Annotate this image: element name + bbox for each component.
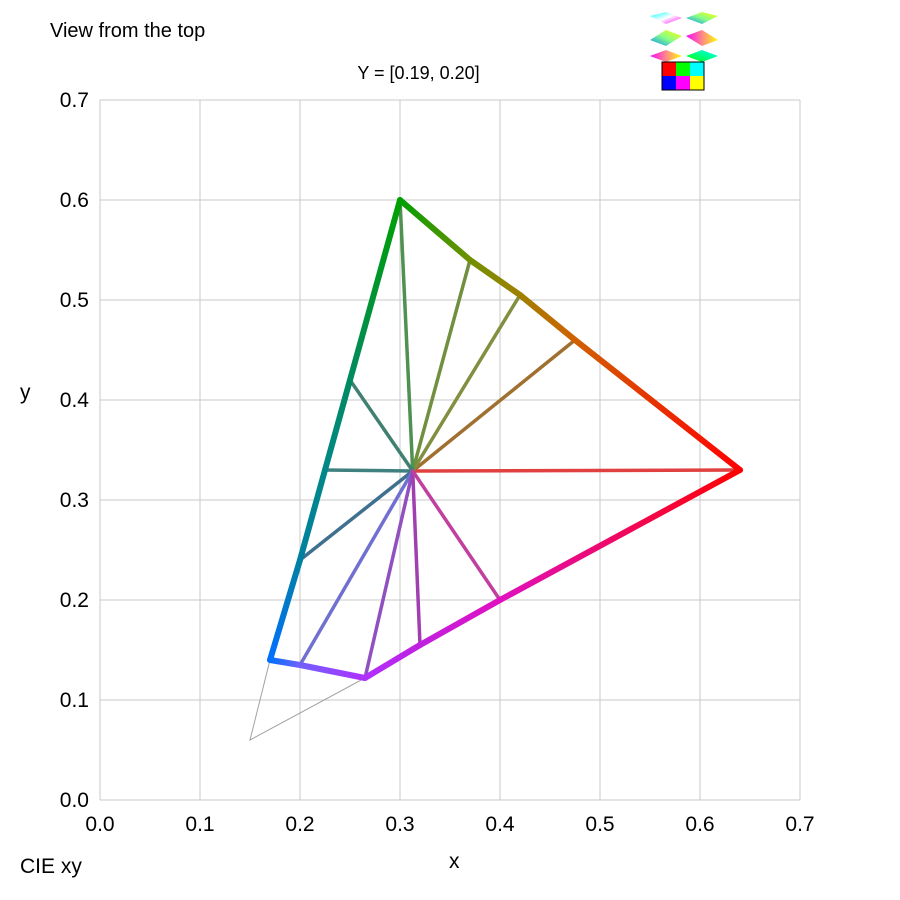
y-tick-label: 0.3 bbox=[60, 489, 89, 512]
gamut-edge bbox=[297, 662, 368, 681]
x-tick-label: 0.2 bbox=[285, 813, 314, 836]
spoke-line bbox=[410, 258, 472, 473]
x-tick-label: 0.6 bbox=[685, 813, 714, 836]
y-tick-label: 0.6 bbox=[60, 189, 89, 212]
gamut-edge bbox=[267, 557, 303, 663]
axis-ticks: 0.0 0.1 0.2 0.3 0.4 0.5 0.6 0.7 0.0 0.1 0.2 0.3 0.4 0… bbox=[60, 89, 815, 836]
x-tick-label: 0.4 bbox=[485, 813, 515, 836]
spoke-line bbox=[298, 469, 415, 667]
gamut-edge bbox=[347, 197, 403, 383]
gamut-edge bbox=[322, 377, 353, 473]
x-axis-label: x bbox=[449, 850, 460, 873]
y-tick-label: 0.1 bbox=[60, 689, 89, 712]
x-tick-label: 0.5 bbox=[585, 813, 614, 836]
spoke-line bbox=[410, 469, 502, 602]
y-tick-label: 0.0 bbox=[60, 789, 89, 812]
gamut-edge bbox=[267, 657, 303, 668]
x-tick-label: 0.3 bbox=[385, 813, 414, 836]
grid bbox=[99, 99, 801, 801]
spoke-line bbox=[410, 468, 742, 473]
gamut-edge bbox=[517, 292, 578, 343]
x-tick-label: 0.0 bbox=[85, 813, 114, 836]
x-tick-label: 0.1 bbox=[185, 813, 214, 836]
spoke-line bbox=[410, 469, 422, 647]
spoke-line bbox=[410, 293, 522, 473]
y-axis-label: y bbox=[20, 381, 31, 404]
spoke-line bbox=[348, 378, 415, 473]
y-tick-label: 0.2 bbox=[60, 589, 89, 612]
gamut-boundary bbox=[267, 197, 743, 681]
gamut-edge bbox=[397, 197, 473, 263]
colorspace-label: CIE xy bbox=[20, 855, 82, 878]
gamut-edge bbox=[417, 597, 503, 648]
y-tick-label: 0.7 bbox=[60, 89, 89, 112]
luminance-range-label: Y = [0.19, 0.20] bbox=[357, 63, 480, 83]
spoke-line bbox=[323, 468, 415, 473]
spoke-line bbox=[363, 469, 415, 680]
gamut-edge bbox=[497, 467, 743, 603]
spoke-line bbox=[410, 338, 577, 473]
view-label: View from the top bbox=[50, 20, 206, 42]
spoke-line bbox=[398, 198, 415, 473]
spokes bbox=[298, 198, 742, 680]
x-tick-label: 0.7 bbox=[785, 813, 814, 836]
view-orientation-icon[interactable] bbox=[648, 10, 720, 92]
spoke-line bbox=[298, 469, 415, 562]
gamut-edge bbox=[572, 337, 743, 473]
y-tick-label: 0.4 bbox=[60, 389, 90, 412]
gamut-edge bbox=[297, 467, 328, 563]
gamut-edge bbox=[467, 257, 523, 298]
gamut-edge bbox=[362, 642, 423, 681]
y-tick-label: 0.5 bbox=[60, 289, 89, 312]
